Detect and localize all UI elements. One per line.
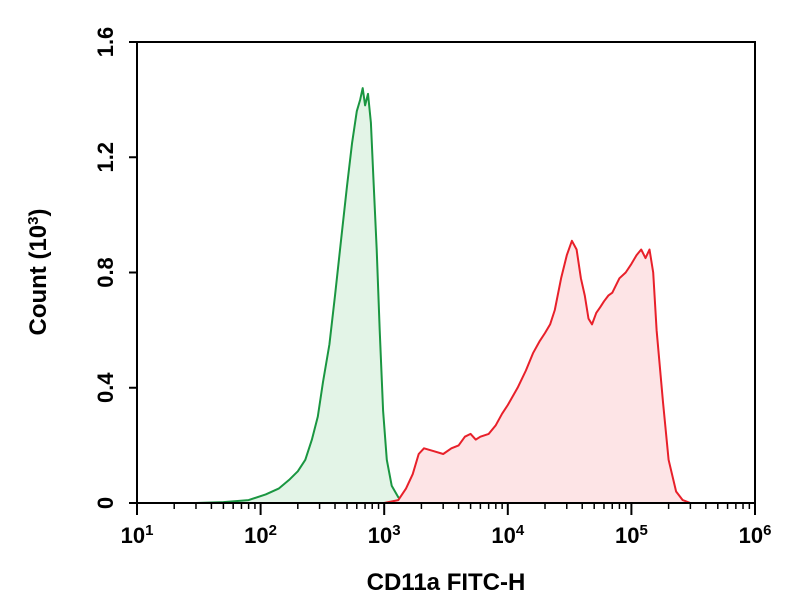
series-2-area [384, 240, 691, 504]
series-1-line [195, 87, 416, 504]
y-tick-label: 1.2 [93, 142, 118, 173]
y-axis-title: Count (103) [25, 208, 53, 335]
x-tick-label: 105 [615, 522, 648, 549]
x-tick-label: 106 [739, 522, 772, 549]
x-tick-label: 102 [244, 522, 277, 549]
x-tick-label: 104 [491, 522, 524, 549]
y-tick-label: 1.6 [93, 27, 118, 58]
series-2-line [383, 239, 691, 504]
x-axis: 101 102 103 104 105 106 [121, 503, 772, 549]
x-tick-label: 103 [368, 522, 401, 549]
x-axis-title: CD11a FITC-H [367, 569, 526, 596]
series-layer [195, 87, 691, 504]
y-axis: 0 0.4 0.8 1.2 1.6 [93, 27, 137, 509]
y-tick-label: 0 [93, 497, 118, 509]
y-tick-label: 0.8 [93, 257, 118, 288]
series-1-area [196, 88, 416, 503]
y-tick-label: 0.4 [93, 372, 118, 403]
x-tick-label: 101 [121, 522, 154, 549]
